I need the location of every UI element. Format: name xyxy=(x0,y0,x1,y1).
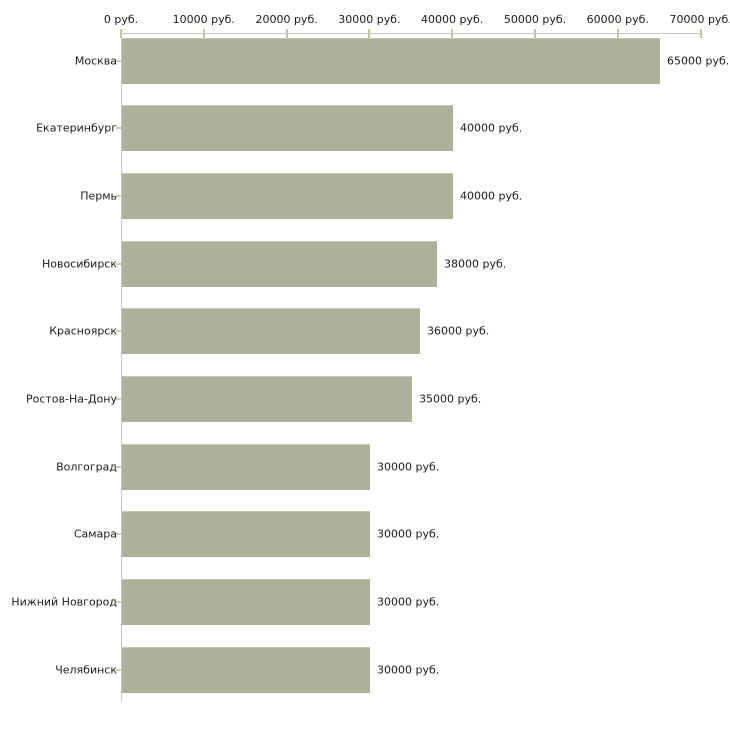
category-label: Самара xyxy=(73,527,117,541)
bar xyxy=(122,646,370,693)
value-label: 36000 руб. xyxy=(427,324,490,338)
category-tick xyxy=(116,330,121,333)
bar xyxy=(122,579,370,626)
value-label: 40000 руб. xyxy=(460,189,523,203)
category-label: Пермь xyxy=(80,189,117,203)
x-axis-tick-label: 70000 руб. xyxy=(669,13,730,26)
category-label: Нижний Новгород xyxy=(11,595,117,609)
x-axis-tick-label: 0 руб. xyxy=(103,13,139,26)
category-label: Новосибирск xyxy=(41,257,117,271)
x-axis-tick-label: 50000 руб. xyxy=(503,13,567,26)
bar xyxy=(122,376,412,422)
value-label: 30000 руб. xyxy=(377,527,440,541)
category-tick xyxy=(116,668,121,671)
category-tick xyxy=(116,194,121,197)
category-tick xyxy=(116,59,121,62)
category-tick xyxy=(116,601,121,604)
x-axis-tick-label: 30000 руб. xyxy=(338,13,401,26)
value-label: 30000 руб. xyxy=(377,663,440,677)
category-label: Москва xyxy=(74,54,117,67)
category-label: Челябинск xyxy=(55,663,117,677)
value-label: 35000 руб. xyxy=(419,392,482,406)
category-tick xyxy=(116,127,121,130)
value-label: 30000 руб. xyxy=(377,595,440,609)
x-axis-tick-label: 10000 руб. xyxy=(172,13,235,26)
category-label: Красноярск xyxy=(49,324,117,338)
y-axis-line xyxy=(121,33,122,701)
x-axis-line xyxy=(121,33,701,34)
bar xyxy=(122,511,370,558)
category-label: Екатеринбург xyxy=(36,121,117,135)
x-axis-tick-label: 60000 руб. xyxy=(586,13,649,26)
category-tick xyxy=(116,262,121,265)
category-label: Ростов-На-Дону xyxy=(25,392,117,406)
x-axis-tick-label: 20000 руб. xyxy=(255,13,318,26)
x-axis-tick-label: 40000 руб. xyxy=(421,13,484,26)
category-tick xyxy=(116,533,121,536)
category-tick xyxy=(116,398,121,400)
bar xyxy=(122,172,453,219)
category-tick xyxy=(116,465,121,468)
bar xyxy=(122,443,370,490)
bar xyxy=(122,308,420,355)
category-label: Волгоград xyxy=(56,460,117,474)
value-label: 30000 руб. xyxy=(377,460,440,474)
value-label: 65000 руб. xyxy=(667,54,730,67)
bar xyxy=(122,37,660,84)
value-label: 38000 руб. xyxy=(444,257,507,271)
bar xyxy=(122,240,437,287)
value-label: 40000 руб. xyxy=(460,121,523,135)
bar xyxy=(122,105,453,152)
